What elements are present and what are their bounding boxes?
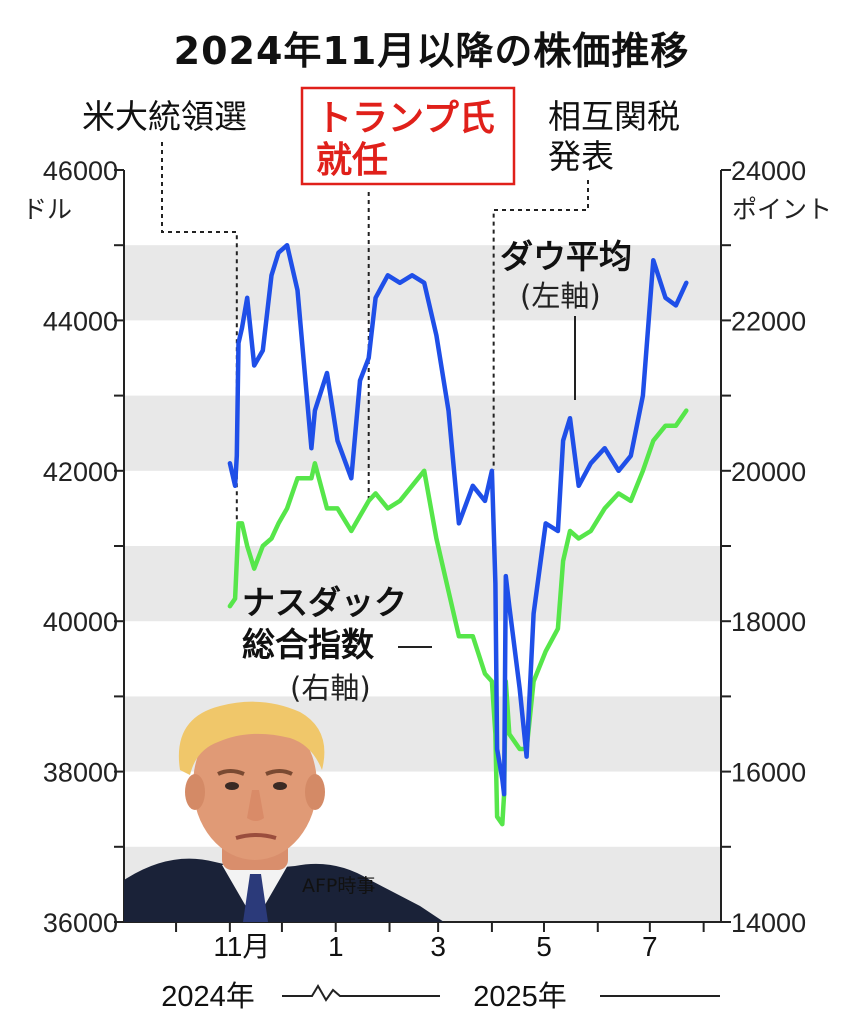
annotation-inauguration-line1: トランプ氏 [316, 97, 495, 139]
x-tick-label: 7 [642, 931, 658, 962]
left-axis-ticks: 46000 44000 42000 40000 38000 36000 [43, 156, 118, 938]
series-sub-dow: (左軸) [520, 279, 601, 313]
left-tick-label: 38000 [43, 758, 118, 788]
portrait-photo [124, 701, 444, 922]
x-tick-label: 5 [536, 931, 552, 962]
x-tick-label: 1 [328, 931, 344, 962]
series-lines [227, 242, 689, 827]
right-tick-label: 24000 [731, 156, 806, 186]
right-tick-label: 14000 [731, 908, 806, 938]
series-label-dow: ダウ平均 [500, 237, 632, 276]
right-tick-label: 16000 [731, 758, 806, 788]
x-axis-ticks: 11月 1 3 5 7 [175, 922, 705, 962]
annotation-tariff-line2: 発表 [548, 137, 614, 176]
series-label-nasdaq-line1: ナスダック [242, 583, 407, 622]
grid-band-1 [124, 395, 721, 471]
chart-title: 2024年11月以降の株価推移 [173, 29, 690, 73]
left-tick-label: 44000 [43, 306, 118, 336]
annotation-election: 米大統領選 [82, 97, 247, 136]
series-line-nasdaq [227, 408, 689, 827]
left-tick-label: 42000 [43, 457, 118, 487]
right-tick-label: 18000 [731, 607, 806, 637]
right-tick-label: 22000 [731, 306, 806, 336]
x-axis-years: 2024年 2025年 [161, 980, 720, 1013]
series-line-dow [227, 242, 689, 797]
year-bracket-line [282, 984, 440, 1002]
photo-credit: AFP時事 [302, 875, 375, 897]
series-label-nasdaq-line2: 総合指数 [242, 625, 375, 664]
right-axis-unit: ポイント [732, 195, 832, 224]
x-tick-label: 11月 [213, 931, 270, 962]
series-sub-nasdaq: (右軸) [290, 671, 371, 705]
left-axis-unit: ドル [22, 195, 72, 224]
annotation-box [300, 86, 516, 186]
year-label-2025: 2025年 [473, 980, 567, 1013]
left-tick-label: 46000 [43, 156, 118, 186]
x-tick-label: 3 [430, 931, 446, 962]
right-axis-ticks: 24000 22000 20000 18000 16000 14000 [731, 156, 806, 938]
left-tick-label: 40000 [43, 607, 118, 637]
left-tick-label: 36000 [43, 908, 118, 938]
annotation-tariff-line1: 相互関税 [548, 97, 680, 136]
annotation-inauguration-line2: 就任 [316, 139, 388, 181]
year-label-2024: 2024年 [161, 980, 255, 1013]
right-tick-label: 20000 [731, 457, 806, 487]
grid-band-2 [124, 546, 721, 622]
